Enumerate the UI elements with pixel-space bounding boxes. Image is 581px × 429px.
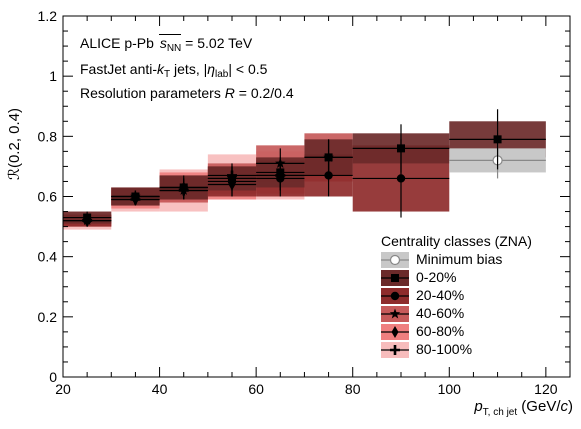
resolution-label: Resolution parameters R = 0.2/0.4 [80, 85, 294, 101]
legend-label-60-80: 60-80% [416, 323, 465, 339]
legend-marker-minimum-bias [389, 254, 401, 266]
x-tick-label-3: 80 [345, 381, 361, 397]
legend-marker-40-60- [389, 308, 401, 319]
y-tick-label-6: 1.2 [38, 8, 58, 24]
point-40-60--5 [323, 151, 334, 162]
legend-label-80-100: 80-100% [416, 341, 473, 357]
point-0-20--7 [493, 135, 502, 144]
legend-marker-20-40- [390, 291, 400, 301]
legend-marker-80-100- [390, 345, 400, 355]
point-80-100--1 [130, 194, 141, 205]
data-points [63, 109, 546, 227]
x-axis-label: pT, ch jet (GeV/c) [474, 398, 573, 418]
legend-label-40-60: 40-60% [416, 305, 465, 321]
y-axis-label: ℛ(0.2, 0.4) [6, 108, 23, 180]
legend-label-minimum-bias: Minimum bias [416, 251, 503, 267]
y-tick-label-4: 0.8 [38, 128, 58, 144]
x-tick-label-0: 20 [55, 381, 71, 397]
y-tick-label-1: 0.2 [38, 309, 58, 325]
experiment-label: ALICE p-Pb sNN = 5.02 TeV [80, 34, 253, 54]
point-80-100--0 [82, 215, 93, 226]
x-tick-label-1: 40 [152, 381, 168, 397]
y-tick-label-3: 0.6 [38, 189, 58, 205]
y-tick-label-0: 0 [49, 369, 57, 385]
legend-label-20-40: 20-40% [416, 287, 465, 303]
x-tick-label-5: 120 [534, 381, 558, 397]
x-tick-label-2: 60 [248, 381, 264, 397]
legend-title: Centrality classes (ZNA) [381, 233, 532, 249]
point-80-100--2 [178, 185, 189, 196]
legend-label-0-20: 0-20% [416, 269, 457, 285]
point-80-100--4 [275, 170, 286, 181]
x-tick-label-4: 100 [438, 381, 462, 397]
jet-algorithm-label: FastJet anti-kT jets, |ηlab| < 0.5 [80, 61, 268, 80]
point-20-40--6 [396, 174, 406, 183]
point-80-100--3 [227, 170, 237, 181]
legend-swatches [381, 252, 409, 358]
y-tick-label-2: 0.4 [38, 249, 58, 265]
y-tick-label-5: 1 [49, 68, 57, 84]
legend-marker-0-20- [391, 274, 399, 282]
legend-marker-60-80- [391, 326, 399, 338]
axes: 20 40 60 80 100 120 0 0.2 0.4 0.6 0.8 1 1.2 [38, 8, 571, 397]
